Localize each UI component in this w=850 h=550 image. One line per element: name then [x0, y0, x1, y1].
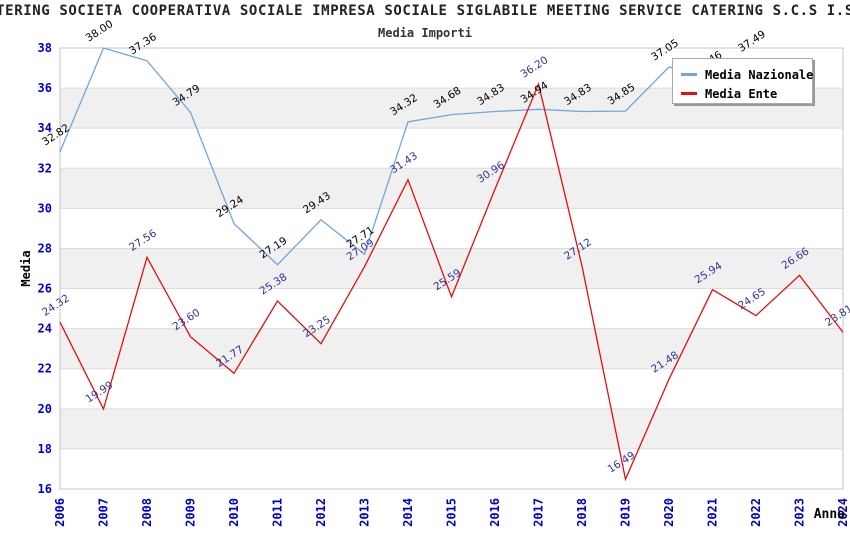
x-tick-label: 2020: [662, 498, 676, 527]
grid-band: [60, 168, 843, 209]
legend-item-media-ente: Media Ente: [681, 84, 812, 103]
x-tick-label: 2015: [445, 498, 459, 527]
grid-band: [60, 248, 843, 289]
chart-title: TERING SOCIETA COOPERATIVA SOCIALE IMPRE…: [0, 3, 850, 19]
series-line-media-nazionale: [59, 47, 757, 266]
y-tick-label: 26: [38, 282, 52, 296]
value-label: 37.49: [736, 28, 768, 54]
value-label: 38.00: [84, 18, 116, 44]
ente-line-swatch-icon: [681, 92, 697, 95]
grid-band: [60, 408, 843, 449]
x-tick-label: 2021: [706, 498, 720, 527]
x-tick-label: 2024: [836, 498, 850, 527]
x-tick-label: 2010: [227, 498, 241, 527]
y-tick-label: 30: [38, 201, 52, 215]
y-tick-label: 34: [38, 121, 52, 135]
x-tick-label: 2011: [271, 498, 285, 527]
y-tick-label: 24: [38, 322, 52, 336]
nazionale-line-swatch-icon: [681, 73, 697, 76]
x-tick-label: 2009: [184, 498, 198, 527]
y-tick-label: 38: [38, 41, 52, 55]
value-label: 37.36: [127, 31, 159, 58]
plot-border: [59, 47, 844, 490]
y-tick-label: 28: [38, 241, 52, 255]
x-axis-title: Anno: [814, 507, 845, 522]
legend-label-media-nazionale: Media Nazionale: [705, 67, 814, 82]
value-label: 36.20: [519, 54, 551, 80]
y-axis-title: Media: [19, 250, 33, 286]
x-tick-label: 2016: [488, 498, 502, 527]
x-tick-label: 2013: [358, 498, 372, 527]
value-label: 24.32: [40, 292, 72, 318]
x-tick-label: 2018: [575, 498, 589, 527]
x-tick-label: 2022: [749, 498, 763, 527]
y-tick-label: 20: [38, 402, 52, 416]
legend: Media Nazionale Media Ente: [672, 58, 813, 104]
y-tick-label: 16: [38, 482, 52, 496]
x-tick-label: 2008: [140, 498, 154, 527]
x-tick-label: 2017: [532, 498, 546, 527]
x-tick-label: 2023: [793, 498, 807, 527]
chart-subtitle: Media Importi: [378, 26, 472, 40]
x-tick-label: 2007: [97, 498, 111, 527]
x-tick-label: 2006: [53, 498, 67, 527]
y-tick-label: 32: [38, 161, 52, 175]
y-tick-label: 36: [38, 81, 52, 95]
legend-item-media-nazionale: Media Nazionale: [681, 65, 814, 84]
x-tick-label: 2012: [314, 498, 328, 527]
y-tick-label: 18: [38, 442, 52, 456]
series-line-media-ente: [59, 82, 844, 482]
legend-label-media-ente: Media Ente: [705, 86, 778, 101]
x-tick-label: 2019: [619, 498, 633, 527]
y-tick-label: 22: [38, 362, 52, 376]
grid-band: [60, 328, 843, 369]
x-tick-label: 2014: [401, 498, 415, 527]
